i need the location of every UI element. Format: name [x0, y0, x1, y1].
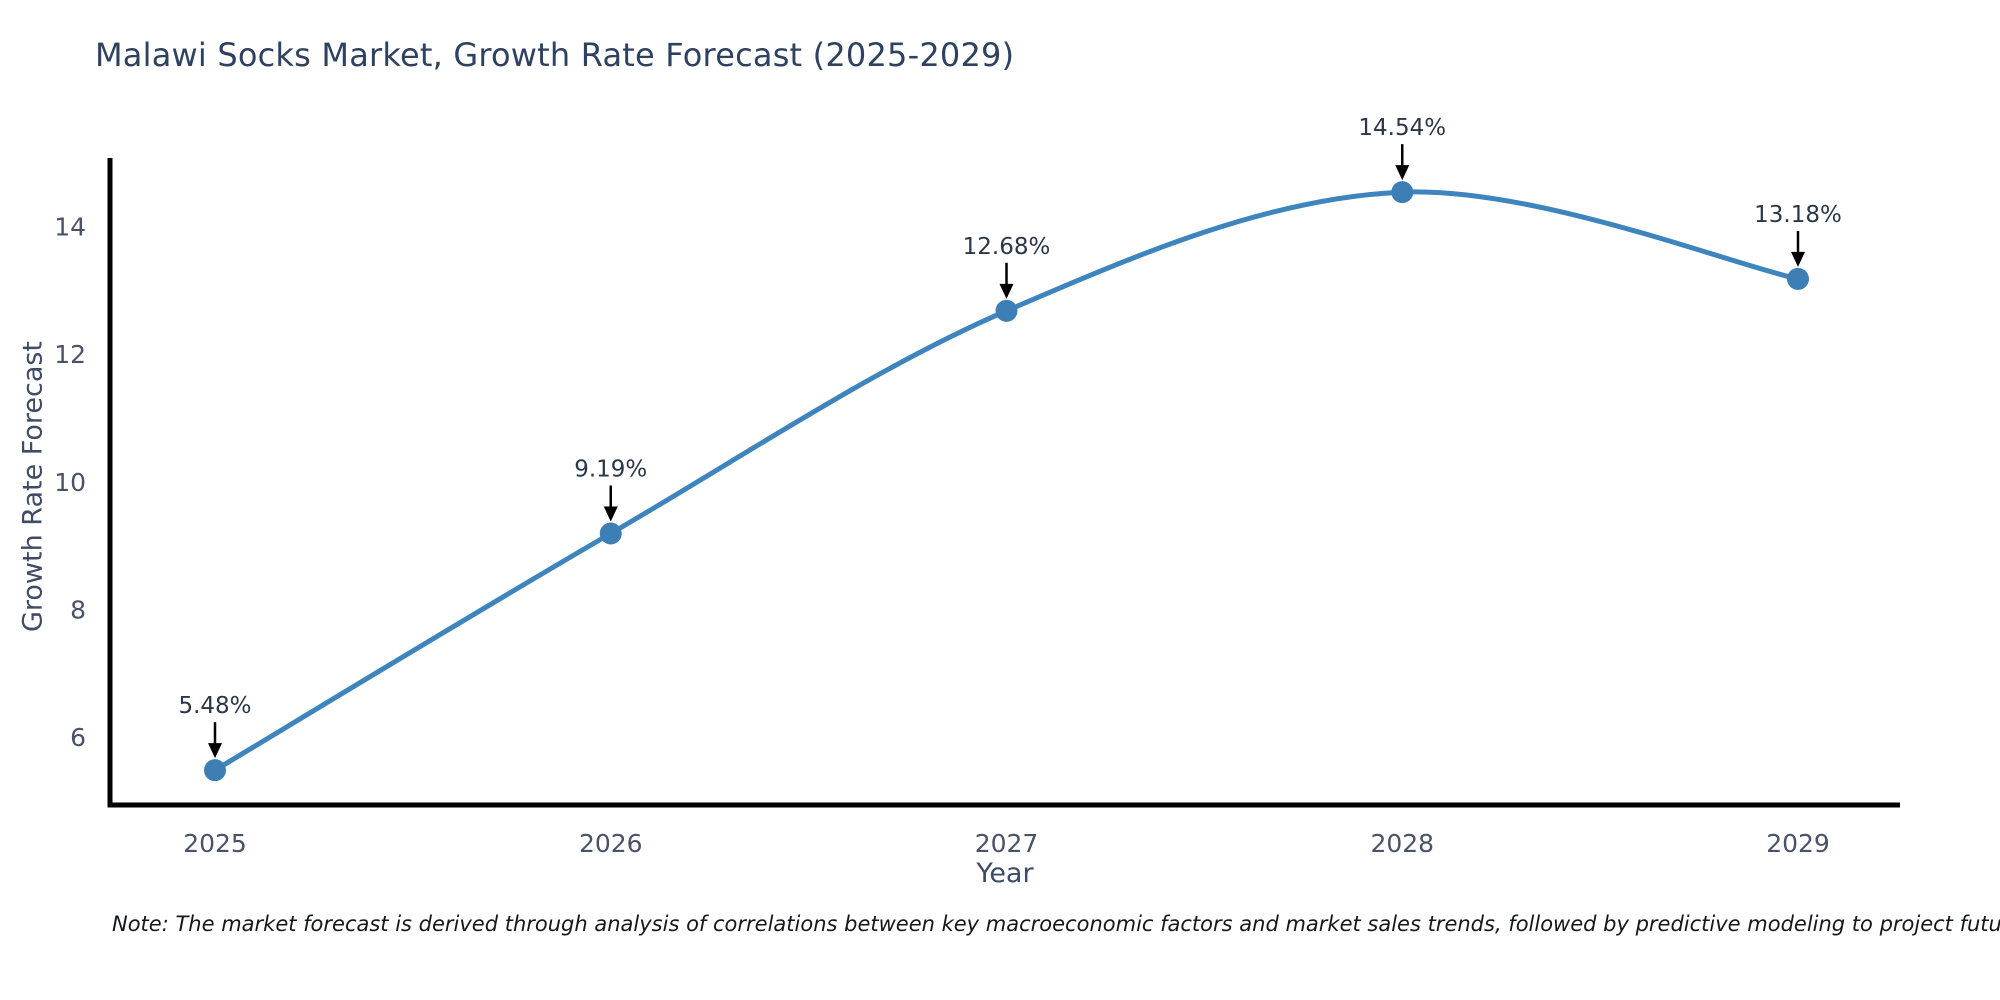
annotation-arrow-head: [603, 506, 618, 522]
data-point-label: 14.54%: [1358, 115, 1446, 141]
data-point-label: 13.18%: [1754, 202, 1842, 228]
data-point-marker: [599, 522, 622, 545]
x-tick-label: 2026: [579, 829, 643, 858]
data-point-label: 9.19%: [574, 456, 647, 482]
annotation-arrow-head: [1791, 251, 1805, 267]
data-point-marker: [1391, 181, 1414, 204]
footnote: Note: The market forecast is derived thr…: [112, 912, 2000, 936]
y-tick-label: 14: [54, 213, 86, 242]
chart-title: Malawi Socks Market, Growth Rate Forecas…: [95, 36, 1015, 74]
data-point-marker: [204, 759, 226, 782]
y-tick-label: 8: [70, 595, 86, 624]
y-tick-label: 12: [54, 340, 86, 369]
data-point-label: 5.48%: [178, 693, 251, 719]
x-tick-label: 2029: [1766, 829, 1830, 858]
annotation-arrow-head: [999, 283, 1014, 299]
data-point-marker: [995, 299, 1018, 322]
y-tick-label: 10: [54, 468, 86, 497]
data-point-marker: [1787, 267, 1809, 290]
data-point-label: 12.68%: [963, 234, 1051, 260]
axis-lines: [107, 158, 1900, 808]
x-tick-label: 2027: [975, 829, 1039, 858]
x-tick-label: 2028: [1370, 829, 1434, 858]
annotation-arrow-head: [208, 743, 222, 759]
x-axis-title: Year: [976, 858, 1034, 889]
x-tick-label: 2025: [183, 829, 247, 858]
annotation-arrow-head: [1395, 165, 1410, 181]
y-tick-label: 6: [70, 723, 86, 752]
